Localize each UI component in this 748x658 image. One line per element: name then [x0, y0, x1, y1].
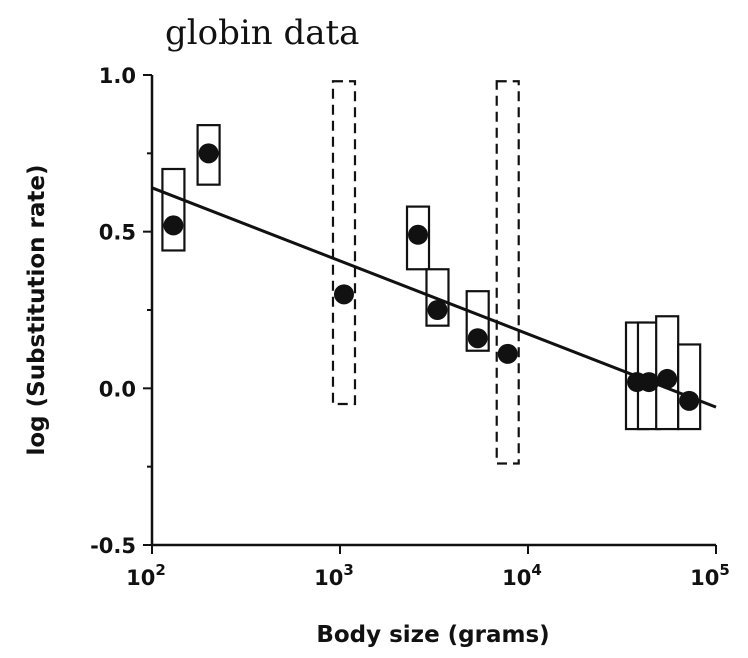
range-box [677, 343, 702, 431]
x-tick-label: 103 [314, 561, 354, 590]
range-box [161, 167, 186, 252]
data-point [198, 143, 219, 164]
data-point [497, 343, 518, 364]
data-point [679, 390, 700, 411]
x-axis-label: Body size (grams) [316, 622, 549, 648]
y-tick-label: 0.5 [99, 221, 136, 245]
x-tick-label: 102 [126, 561, 166, 590]
chart-title: globin data [165, 13, 359, 53]
y-tick-label: -0.5 [90, 534, 136, 558]
y-axis-label: log (Substitution rate) [24, 164, 50, 455]
data-point [427, 300, 448, 320]
y-tick-label: 1.0 [99, 64, 136, 88]
plot-area: 1.0 0.5 0.0 -0.5 102 103 104 105 [90, 64, 730, 590]
trend-line [151, 186, 717, 409]
data-point [333, 284, 354, 305]
data-point [638, 372, 659, 393]
y-tick-label: 0.0 [99, 377, 136, 401]
x-tick-label: 104 [502, 561, 542, 590]
axis-ticks: 1.0 0.5 0.0 -0.5 102 103 104 105 [90, 64, 730, 590]
data-point [163, 215, 184, 236]
range-box-dashed [495, 80, 520, 465]
range-box-dashed [331, 80, 357, 406]
data-point [467, 328, 488, 349]
data-point [408, 224, 429, 245]
data-points [163, 143, 700, 411]
x-tick-label: 105 [690, 561, 730, 590]
trend-line-group [151, 186, 717, 409]
data-marks [161, 80, 702, 465]
data-point [657, 368, 678, 389]
